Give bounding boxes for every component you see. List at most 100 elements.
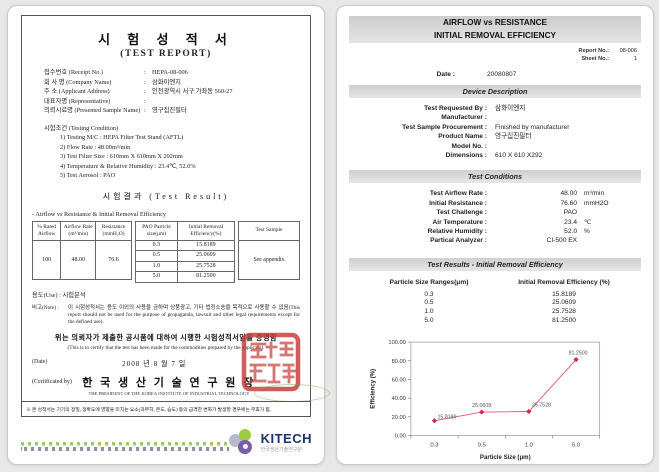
testing-condition-title: 시험조건 (Testing Condition) [44,124,119,132]
info-row-sample-name: 의뢰시료명 (Presented Sample Name): 영구집진필터 [44,107,187,114]
table-row: 0.3 15.8189 [135,239,236,251]
certify-statement-english: (This is to certify that the test has be… [67,345,265,352]
svg-text:15.8189: 15.8189 [438,415,457,421]
section-bar-device-description: Device Description [349,85,641,98]
issuer-name-english: THE PRESIDENT OF THE KOREA INSTITUTE OF … [88,391,250,397]
info-row-receipt-no: 접수번호 (Receipt No.): HEPA-08-006 [44,69,188,76]
kitech-logo: KITECH 한국생산기술연구원 [228,429,312,456]
faint-green-stamp [254,384,330,402]
kitech-logo-icon [228,429,257,456]
date-value: 20080807 [487,71,517,78]
svg-text:0.3: 0.3 [430,443,439,449]
kitech-korean-name: 한국생산기술연구원 [260,447,303,453]
info-row-company-name: 회 사 명 (Company Name): 삼화이엔지 [44,78,181,86]
svg-text:100.00: 100.00 [388,340,405,346]
info-row-address: 주 소 (Applicant Address): 인천광역시 서구 가좌동 560… [44,88,233,95]
table-row: 5.0 81.2500 [135,271,236,283]
field-row: Product Name : 영구집진필터 [438,133,532,141]
header-line-1: AIRFLOW vs RESISTANCE [442,18,548,27]
issue-date: 2008 년 8 월 7 일 [122,360,187,369]
test-result-title: 시험결과 (Test Result) [102,191,230,201]
report-header-bar: AIRFLOW vs RESISTANCE INITIAL REMOVAL EF… [349,16,641,43]
condition-item: 5) Test Aerosol : PAO [60,172,116,179]
results-table: Particle Size Ranges(μm) Initial Removal… [365,279,653,326]
report-no-row: Report No.: 08-006 [578,48,637,54]
sheet-no-row: Sheet No.: 1 [581,56,637,62]
results-table-header: Particle Size Ranges(μm) Initial Removal… [389,278,610,286]
date-row: (Date) 2008 년 8 월 7 일 [32,359,187,369]
condition-item: 3) Test Filter Size : 610mm X 610mm X 29… [60,153,183,160]
field-row: Air Temperature :23.4 ℃ [432,218,592,226]
results-table-row: 1.0 25.7528 [424,308,576,316]
result-tables: % Rated Airflow Airflow Rate (m³/min) Re… [22,220,310,283]
certificated-by-row: (Certificated by) 한 국 생 산 기 술 연 구 원 장 TH… [22,374,310,402]
sheet-no-value: 1 [633,56,637,62]
results-table-row: 5.0 81.2500 [424,317,576,325]
svg-text:5.0: 5.0 [572,443,581,449]
field-row: Relative Humidity :52.0% [427,228,590,236]
table-cell: 100 [31,239,62,280]
certify-statement-korean: 위는 의뢰자가 제출한 공시품에 대하여 시행한 시험성적서임을 증명함 [54,334,278,343]
report-border-box: 시 험 성 적 서 (TEST REPORT) 접수번호 (Receipt No… [21,15,330,417]
logo-circle-green [238,429,251,441]
test-condition-rows: Test Airflow Rate :48.00 m³/min Initial R… [337,189,653,245]
svg-text:25.0609: 25.0609 [472,403,491,409]
field-row: Test Airflow Rate :48.00 m³/min [429,190,605,198]
note-paragraph: 비고(Note) : 이 시험성적서는 용도 이외의 사용을 금하며 상품광고,… [32,304,300,325]
svg-text:40.00: 40.00 [392,396,406,402]
svg-text:0.5: 0.5 [478,443,487,449]
table-cell: 76.6 [95,239,132,280]
decorative-checker-ribbon [21,442,229,451]
applicant-info: 접수번호 (Receipt No.): HEPA-08-006 회 사 명 (Co… [44,68,310,116]
date-row: Date : 20080807 [436,71,517,78]
field-row: Dimensions :610 X 610 X292 [445,152,543,160]
table-row: 0.5 25.0609 [135,250,236,262]
svg-text:Efficiency (%): Efficiency (%) [369,369,376,409]
table-row: 1.0 25.7528 [135,260,236,272]
field-row: Test Challenge : PAO [436,209,577,217]
result-subtitle: - Airflow vs Resistance & Initial Remova… [32,210,167,218]
condition-item: 2) Flow Rate : 48.00m³/min [60,143,131,151]
chart-canvas: 0.00 20.00 40.00 60.00 80.00 100.00 0.3 0.5 1.0 5… [369,340,601,461]
field-row: Partical Analyzer : CI-500 EX [430,237,577,245]
svg-text:0.00: 0.00 [395,433,406,439]
report-title-korean: 시 험 성 적 서 [98,32,234,47]
field-row: Test Requested By : 삼화이엔지 [424,105,526,112]
field-row: Initial Resistance :76.60 mmH2O [429,199,609,207]
issuer-name-korean: 한 국 생 산 기 술 연 구 원 장 [82,377,256,390]
kitech-wordmark: KITECH [260,431,312,446]
device-description-rows: Test Requested By : 삼화이엔지 Manufacturer : … [337,104,653,160]
particle-efficiency-table: PAO Particle size(μm) Initial Removal Ef… [135,220,236,283]
svg-text:60.00: 60.00 [392,377,406,383]
table-cell: 48.00 [60,239,97,280]
test-sample-table: Test Sample See appendix [238,220,300,280]
header-line-2: INITIAL REMOVAL EFFICIENCY [434,30,556,40]
condition-item: 4) Temperature & Relative Humidity : 23.… [60,162,196,170]
field-row: Test Sample Procurement : Finished by man… [402,123,570,131]
report-no-value: 08-006 [619,48,637,54]
test-results-page-english: AIRFLOW vs RESISTANCE INITIAL REMOVAL EF… [336,5,654,465]
svg-text:25.7528: 25.7528 [532,402,551,408]
svg-text:1.0: 1.0 [525,443,534,449]
svg-text:81.2500: 81.2500 [569,350,588,356]
testing-condition-list: 1) Testing M/C : HEPA Filter Test Stand … [60,133,310,181]
field-row: Model No. : [451,142,487,150]
official-red-seal-stamp [241,332,301,392]
section-bar-test-results: Test Results - Initial Removal Efficienc… [349,257,641,271]
info-row-representative: 대표자명 (Representative): [44,97,146,105]
svg-text:Particle Size (μm): Particle Size (μm) [480,454,531,461]
results-table-row: 0.5 25.0609 [424,299,576,307]
use-row: 용도(Use) : 시험분석 [32,291,86,299]
logo-circle-cutout [242,444,248,449]
airflow-resistance-table: % Rated Airflow Airflow Rate (m³/min) Re… [31,220,132,280]
svg-text:20.00: 20.00 [392,415,406,421]
test-report-page-korean: 시 험 성 적 서 (TEST REPORT) 접수번호 (Receipt No… [7,5,330,465]
results-table-row: 0.3 15.8189 [424,290,576,298]
condition-item: 1) Testing M/C : HEPA Filter Test Stand … [60,134,184,141]
section-bar-test-conditions: Test Conditions [349,170,641,184]
svg-text:80.00: 80.00 [392,359,406,365]
report-meta: Report No.: 08-006 Sheet No.: 1 [579,47,637,63]
report-title-english: (TEST REPORT) [120,49,212,59]
efficiency-line-chart: 0.00 20.00 40.00 60.00 80.00 100.00 0.3 0.5 1.0 5… [357,336,617,470]
